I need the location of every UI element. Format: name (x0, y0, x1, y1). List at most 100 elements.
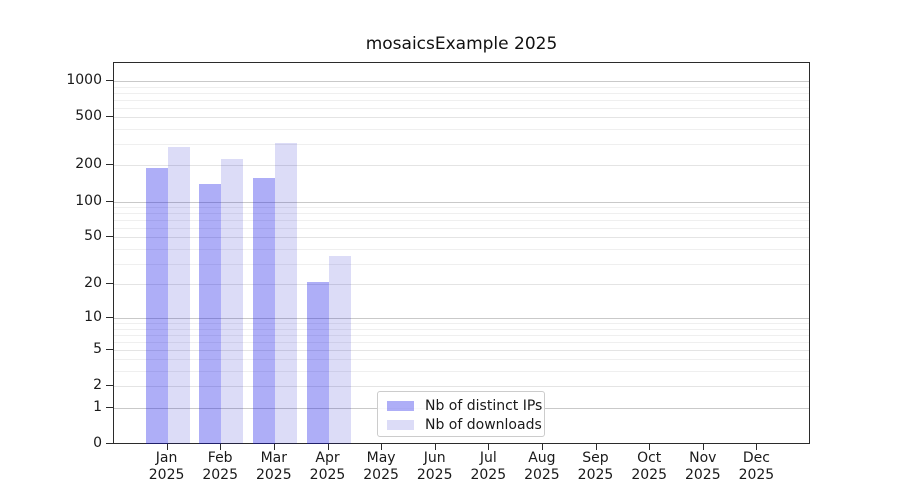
gridline-minor (114, 334, 809, 336)
bar-downloads-apr (328, 255, 351, 444)
legend-item-distinct-ips: Nb of distinct IPs (387, 396, 542, 415)
gridline-major (114, 165, 809, 167)
y-tick-label: 2 (93, 377, 102, 394)
x-tick-month: Nov (689, 450, 717, 466)
gridline-minor (114, 99, 809, 101)
gridline-minor (114, 359, 809, 361)
legend-label-distinct-ips: Nb of distinct IPs (425, 397, 543, 414)
x-tick-mark (702, 444, 704, 450)
legend-swatch-distinct-ips (387, 400, 414, 411)
y-tick-label: 50 (84, 228, 102, 245)
gridline-minor (114, 228, 809, 229)
x-tick-year: 2025 (738, 467, 775, 483)
gridline-major (114, 318, 809, 319)
y-tick-mark (106, 164, 113, 166)
x-tick-year: 2025 (202, 467, 238, 483)
x-tick-month: Jan (155, 450, 178, 466)
x-tick-label: May 2025 (350, 450, 412, 484)
y-tick-label: 200 (75, 156, 102, 173)
y-tick-mark (106, 317, 113, 318)
x-tick-month: Feb (207, 450, 233, 466)
gridline-minor (114, 107, 809, 109)
x-tick-label: Nov 2025 (672, 450, 734, 484)
x-tick-month: Oct (637, 450, 662, 466)
bar-distinct-ips-mar (252, 177, 275, 444)
legend-item-downloads: Nb of downloads (387, 415, 542, 434)
x-tick-month: Mar (260, 450, 287, 466)
gridline-major (114, 80, 809, 82)
x-tick-year: 2025 (255, 467, 292, 483)
y-tick-mark (106, 236, 113, 238)
x-tick-mark (220, 444, 222, 450)
y-tick-mark (106, 200, 113, 202)
bar-downloads-feb (221, 158, 244, 444)
y-tick-label: 20 (84, 275, 102, 291)
x-tick-mark (595, 444, 597, 450)
x-tick-label: Aug 2025 (511, 450, 573, 484)
x-tick-mark (327, 444, 329, 450)
gridline-minor (114, 144, 809, 146)
y-tick-mark (106, 116, 113, 118)
bar-distinct-ips-apr (306, 281, 329, 444)
x-tick-mark (166, 444, 168, 450)
gridline-minor (114, 207, 809, 208)
gridline-major (114, 201, 809, 203)
gridline-minor (114, 92, 809, 94)
bar-distinct-ips-jan (145, 168, 168, 444)
y-tick-label: 500 (75, 108, 102, 125)
gridline-minor (114, 129, 809, 130)
bar-downloads-jan (167, 146, 190, 444)
gridline-minor (114, 263, 809, 265)
chart-title: mosaicsExample 2025 (365, 34, 558, 54)
y-tick-label: 10 (84, 309, 102, 325)
x-tick-mark (649, 444, 651, 450)
bar-distinct-ips-feb (199, 183, 222, 444)
x-tick-label: Jun 2025 (404, 450, 466, 484)
y-tick-label: 0 (93, 435, 102, 451)
y-tick-label: 5 (93, 340, 102, 357)
y-tick-label: 100 (75, 192, 102, 209)
gridline-minor (114, 86, 809, 88)
x-tick-mark (273, 444, 275, 450)
legend: Nb of distinct IPs Nb of downloads (377, 391, 545, 437)
y-tick-mark (106, 443, 113, 444)
x-tick-month: Jul (479, 450, 497, 466)
x-tick-label: Dec 2025 (725, 450, 787, 484)
x-tick-year: 2025 (577, 467, 614, 483)
x-tick-year: 2025 (148, 467, 185, 483)
y-tick-mark (106, 283, 113, 284)
x-tick-year: 2025 (524, 467, 560, 483)
x-tick-month: Aug (528, 450, 556, 466)
legend-swatch-downloads (387, 419, 414, 430)
x-tick-mark (488, 444, 490, 450)
x-tick-year: 2025 (363, 467, 399, 483)
y-tick-label: 1000 (66, 71, 102, 88)
gridline-minor (114, 341, 809, 343)
gridline-minor (114, 371, 809, 373)
gridline-minor (114, 323, 809, 324)
x-tick-label: Jan 2025 (136, 450, 198, 484)
x-tick-year: 2025 (470, 467, 507, 483)
x-tick-label: Oct 2025 (618, 450, 680, 484)
x-tick-month: Dec (742, 450, 770, 466)
x-tick-mark (434, 444, 436, 450)
x-tick-year: 2025 (684, 467, 721, 483)
gridline-major (114, 386, 809, 388)
gridline-major (114, 349, 809, 351)
x-tick-label: Feb 2025 (189, 450, 251, 484)
y-tick-mark (106, 79, 113, 81)
x-tick-year: 2025 (416, 467, 453, 483)
x-tick-year: 2025 (309, 467, 346, 483)
y-tick-mark (106, 385, 113, 387)
x-tick-label: Apr 2025 (297, 450, 359, 484)
x-tick-month: Sep (582, 450, 609, 466)
x-tick-mark (381, 444, 383, 450)
gridline-minor (114, 248, 809, 250)
x-tick-mark (541, 444, 543, 450)
gridline-major (114, 117, 809, 119)
gridline-major (114, 284, 809, 285)
bar-downloads-mar (274, 143, 297, 444)
x-tick-month: Apr (315, 450, 340, 466)
gridline-major (114, 237, 809, 239)
